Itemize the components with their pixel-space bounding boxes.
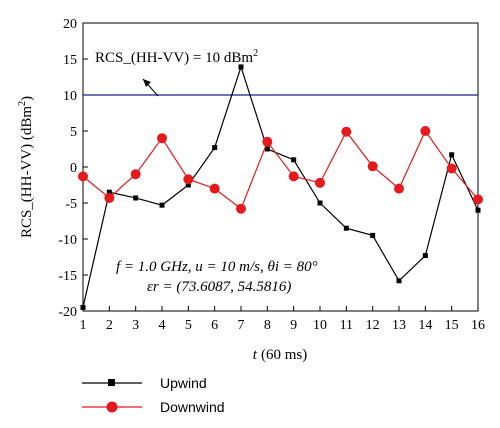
y-tick-label: 10 bbox=[63, 89, 77, 104]
legend-item-upwind: Upwind bbox=[82, 375, 207, 391]
annotation-line-2: εr = (73.6087, 54.5816) bbox=[147, 279, 291, 295]
data-point-downwind bbox=[130, 169, 141, 180]
y-axis: 20 15 10 5 0 -5 -10 -15 -20 bbox=[58, 17, 88, 320]
x-tick-label: 11 bbox=[340, 318, 353, 333]
data-point-downwind bbox=[420, 126, 431, 136]
y-tick-label: -20 bbox=[58, 305, 77, 320]
data-point-downwind bbox=[315, 177, 325, 188]
data-point-downwind bbox=[473, 194, 483, 205]
y-axis-title: RCS_(HH-VV) (dBm2) bbox=[17, 96, 35, 238]
data-point-upwind bbox=[422, 253, 428, 259]
data-point-upwind bbox=[475, 207, 481, 213]
x-tick-label: 9 bbox=[290, 318, 297, 333]
x-tick-label: 1 bbox=[80, 318, 87, 333]
x-axis-title: t (60 ms) bbox=[253, 347, 307, 363]
data-point-upwind bbox=[449, 152, 455, 158]
data-point-upwind bbox=[238, 64, 244, 70]
legend-label-downwind: Downwind bbox=[160, 399, 225, 415]
x-tick-label: 10 bbox=[313, 318, 327, 333]
reference-label: RCS_(HH-VV) = 10 dBm2 bbox=[95, 48, 258, 97]
parameter-annotation: f = 1.0 GHz, u = 10 m/s, θi = 80° εr = (… bbox=[116, 259, 318, 295]
y-tick-label: 5 bbox=[70, 125, 77, 140]
data-point-upwind bbox=[396, 278, 402, 284]
data-point-downwind bbox=[104, 192, 115, 203]
reference-label-text: RCS_(HH-VV) = 10 dBm bbox=[95, 50, 253, 66]
x-tick-label: 5 bbox=[185, 318, 192, 333]
x-tick-label: 8 bbox=[264, 318, 271, 333]
legend-label-upwind: Upwind bbox=[160, 375, 207, 391]
data-point-upwind bbox=[185, 182, 191, 188]
data-point-upwind bbox=[212, 145, 218, 151]
svg-text:RCS_(HH-VV) = 10 dBm2: RCS_(HH-VV) = 10 dBm2 bbox=[95, 48, 258, 66]
x-tick-label: 15 bbox=[445, 318, 459, 333]
x-tick-label: 7 bbox=[238, 318, 245, 333]
data-point-upwind bbox=[291, 157, 297, 163]
data-point-upwind bbox=[370, 232, 376, 238]
reference-label-sup: 2 bbox=[253, 48, 258, 59]
x-tick-label: 2 bbox=[106, 318, 113, 333]
data-point-downwind bbox=[78, 171, 88, 182]
legend-item-downwind: Downwind bbox=[82, 399, 225, 415]
data-point-upwind bbox=[106, 189, 112, 195]
data-point-upwind bbox=[80, 304, 86, 310]
data-point-downwind bbox=[236, 203, 246, 214]
x-tick-label: 14 bbox=[418, 318, 432, 333]
x-tick-label: 16 bbox=[471, 318, 485, 333]
data-point-downwind bbox=[367, 161, 378, 172]
y-tick-label: 20 bbox=[63, 17, 77, 32]
x-axis: 1 2 3 4 5 6 7 8 9 10 11 12 13 14 15 16 bbox=[80, 306, 485, 333]
data-point-downwind bbox=[262, 136, 273, 147]
data-point-downwind bbox=[157, 133, 167, 144]
data-point-upwind bbox=[133, 195, 139, 201]
data-point-downwind bbox=[209, 183, 220, 194]
series-layer bbox=[78, 64, 483, 310]
data-point-downwind bbox=[394, 183, 404, 194]
x-tick-label: 6 bbox=[211, 318, 218, 333]
x-tick-label: 12 bbox=[366, 318, 380, 333]
x-tick-label: 4 bbox=[159, 318, 166, 333]
data-point-upwind bbox=[317, 200, 323, 206]
y-tick-label: 0 bbox=[70, 161, 77, 176]
legend: Upwind Downwind bbox=[82, 375, 225, 415]
y-tick-label: -5 bbox=[65, 197, 77, 212]
series-line-downwind bbox=[82, 129, 479, 210]
y-tick-label: -15 bbox=[58, 269, 77, 284]
x-tick-label: 3 bbox=[132, 318, 139, 333]
data-point-upwind bbox=[159, 202, 165, 208]
data-point-upwind bbox=[343, 225, 349, 231]
series-line-upwind bbox=[82, 64, 479, 308]
x-tick-label: 13 bbox=[392, 318, 406, 333]
y-tick-label: 15 bbox=[63, 53, 77, 68]
y-tick-label: -10 bbox=[58, 233, 77, 248]
reference-arrow-head bbox=[143, 79, 151, 87]
data-point-downwind bbox=[446, 163, 457, 174]
data-point-downwind bbox=[183, 174, 194, 185]
data-point-downwind bbox=[341, 126, 352, 137]
annotation-line-1: f = 1.0 GHz, u = 10 m/s, θi = 80° bbox=[116, 259, 318, 275]
data-point-upwind bbox=[264, 146, 270, 152]
data-point-downwind bbox=[288, 171, 299, 182]
